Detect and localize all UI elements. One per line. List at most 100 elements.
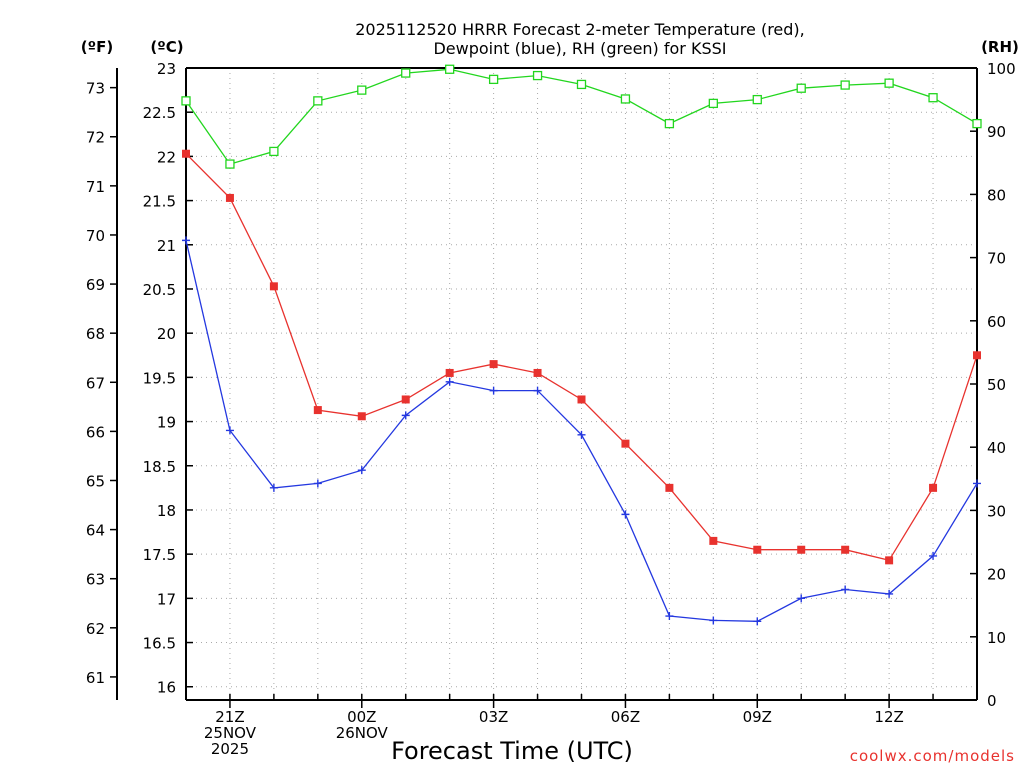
fahrenheit-tick-label: 69 [86,276,105,294]
dewpoint-point [973,479,981,488]
rh-point [972,118,982,129]
dewpoint-point [885,589,894,598]
temperature-point [489,360,498,369]
temperature-point [709,536,718,545]
temperature-point [929,483,938,492]
fahrenheit-tick-label: 65 [86,472,105,490]
dewpoint-point [401,411,410,420]
gridlines [185,67,978,700]
fahrenheit-tick-label: 66 [86,423,105,441]
rh-point [488,74,499,85]
rh-tick-label: 60 [987,313,1006,331]
temperature-point [401,395,410,404]
chart-title-line-1: 2025112520 HRRR Forecast 2-meter Tempera… [355,20,805,39]
fahrenheit-tick-label: 62 [86,620,105,638]
rh-tick-label: 40 [987,439,1006,457]
fahrenheit-tick-label: 71 [86,178,105,196]
temperature-point [533,368,542,377]
fahrenheit-tick-label: 70 [86,227,105,245]
rh-point [357,85,367,95]
dewpoint-point [709,616,718,625]
temperature-point [621,439,630,448]
rh-point [796,83,806,93]
celsius-tick-label: 20.5 [143,281,176,299]
rh-point [752,94,762,105]
celsius-tick-label: 17.5 [143,546,176,564]
celsius-unit-label: (ºC) [150,38,183,56]
celsius-tick-label: 20 [157,325,176,343]
x-tick-label: 03Z [479,708,508,726]
x-tick-label: 12Z [874,708,903,726]
temperature-point [885,556,894,565]
celsius-tick-label: 22.5 [143,104,176,122]
fahrenheit-tick-label: 63 [86,571,105,589]
x-tick-label: 00Z [347,708,376,726]
x-tick-label: 21Z [215,708,244,726]
fahrenheit-tick-label: 64 [86,522,105,540]
temperature-point [841,545,850,554]
dewpoint-point [269,483,278,492]
dewpoint-point [313,479,322,488]
fahrenheit-tick-label: 73 [86,80,105,98]
dewpoint-point [797,594,806,603]
x-tick-label: 26NOV [336,724,389,742]
rh-point [928,93,938,103]
dewpoint-point [753,617,762,626]
temperature-point [797,545,806,554]
celsius-tick-label: 21 [157,237,176,255]
temperature-point [225,193,234,202]
fahrenheit-tick-label: 72 [86,129,105,147]
rh-tick-label: 30 [987,502,1006,520]
temperature-point [445,368,454,377]
temperature-point [269,282,278,291]
dewpoint-point [489,386,498,395]
temperature-point [313,406,322,415]
dewpoint-point [182,236,190,245]
rh-point [225,159,235,169]
temperature-point [973,351,981,360]
rh-tick-label: 20 [987,566,1006,584]
rh-point [884,78,894,88]
rh-tick-label: 100 [987,60,1016,78]
data-series [181,64,982,626]
dewpoint-point [929,551,938,560]
x-tick-label: 25NOV [204,724,257,742]
celsius-tick-label: 16.5 [143,635,176,653]
dewpoint-point [225,426,234,435]
celsius-tick-label: 18.5 [143,458,176,476]
rh-point [620,94,631,104]
celsius-tick-label: 18 [157,502,176,520]
x-axis-title: Forecast Time (UTC) [391,737,633,765]
rh-point [269,146,279,157]
fahrenheit-unit-label: (ºF) [81,38,113,56]
rh-tick-label: 0 [987,692,997,710]
dewpoint-point [445,377,454,386]
rh-point [532,70,543,81]
temperature-point [577,395,586,404]
celsius-tick-label: 19 [157,414,176,432]
celsius-tick-label: 16 [157,679,176,697]
rh-point [401,68,411,78]
x-tick-label: 06Z [611,708,640,726]
dewpoint-point [357,466,366,475]
fahrenheit-tick-label: 68 [86,325,105,343]
rh-unit-label: (RH) [981,38,1019,56]
rh-point [181,96,191,106]
dewpoint-point [577,430,586,439]
celsius-tick-label: 23 [157,60,176,78]
rh-tick-label: 50 [987,376,1006,394]
celsius-tick-label: 21.5 [143,193,176,211]
rh-point [445,64,455,74]
rh-point [708,98,718,109]
fahrenheit-tick-label: 61 [86,669,105,687]
temperature-point [753,545,762,554]
axes: 16 16.5 17 17.5 18 18.5 19 19.5 20 20.5 21 21.5 22 22… [86,60,1016,710]
chart-title-line-2: Dewpoint (blue), RH (green) for KSSI [433,39,726,58]
rh-tick-label: 90 [987,123,1006,141]
rh-tick-label: 10 [987,629,1006,647]
rh-tick-label: 80 [987,186,1006,204]
dewpoint-point [533,386,542,395]
rh-tick-label: 70 [987,250,1006,268]
